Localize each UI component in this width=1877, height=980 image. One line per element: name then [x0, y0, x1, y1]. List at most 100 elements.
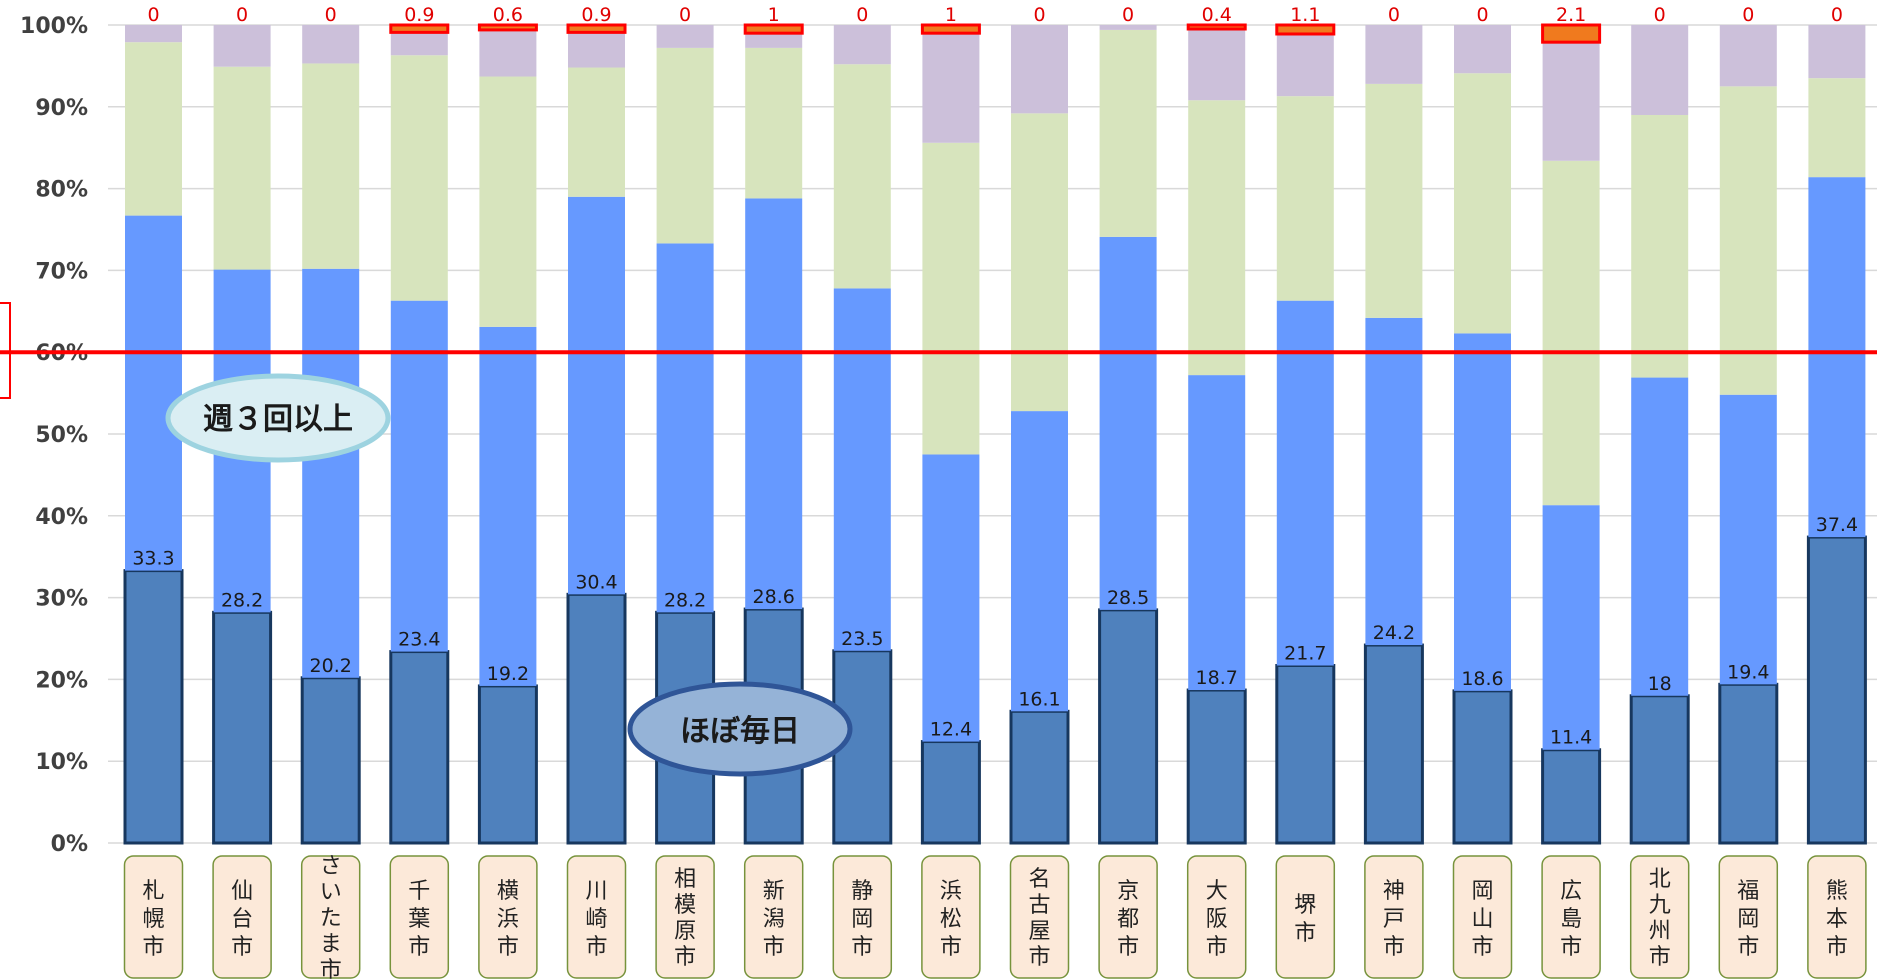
bar-segment: [302, 63, 360, 269]
bar-segment-daily: [1186, 688, 1247, 845]
y-tick-label: 90%: [35, 96, 88, 121]
bar-segment: [1719, 394, 1777, 685]
data-label-daily: 28.2: [221, 589, 263, 611]
bar-segment: [656, 25, 714, 48]
bar-segment: [390, 300, 448, 652]
value-labels-layer: 33.3 0 28.2 0 20.2 0 23.4 0.9 19.2 0.6 30.4 0.9 28.2…: [132, 4, 1858, 749]
bar-segment-daily: [300, 676, 361, 845]
bar-segment: [1454, 333, 1511, 691]
data-label-daily: 33.3: [132, 548, 174, 570]
category-box: [1629, 855, 1690, 979]
y-tick-label: 100%: [20, 14, 88, 39]
y-tick-label: 10%: [35, 750, 88, 775]
bar-segment: [1099, 29, 1157, 237]
data-label-top: 0: [1122, 4, 1134, 26]
bar-segment: [1188, 28, 1246, 101]
category-label: 相模原市: [674, 867, 696, 970]
data-label-top: 0.9: [404, 4, 434, 26]
data-label-daily: 16.1: [1018, 688, 1060, 710]
category-box: [478, 855, 538, 979]
bar-segment: [125, 25, 182, 43]
category-box: [300, 855, 361, 979]
bar-segment: [479, 29, 537, 77]
category-label: 広島市: [1560, 879, 1582, 960]
bar-segment-top: [1186, 23, 1247, 31]
bar-segment: [833, 25, 891, 65]
bar-segment: [568, 196, 625, 595]
bar-segment: [1276, 33, 1334, 97]
bar-segment: [568, 32, 625, 68]
category-label: 川崎市: [585, 879, 607, 960]
bar-segment: [1454, 73, 1511, 334]
data-label-top: 0: [1654, 4, 1666, 26]
category-box: [1275, 855, 1336, 979]
bar-segment-top: [1541, 23, 1602, 44]
y-tick-label: 30%: [35, 587, 88, 612]
bar-segment-daily: [477, 684, 538, 845]
bar-segment: [1631, 377, 1689, 696]
bar-segment: [745, 33, 803, 48]
category-label: 神戸市: [1383, 879, 1405, 960]
y-axis: 0%10%20%30%40%50%60%70%80%90%100%: [20, 14, 88, 857]
bar-segment-top: [743, 23, 804, 35]
data-label-top: 0: [1388, 4, 1400, 26]
bar-segment: [1631, 114, 1689, 378]
bar-segment-daily: [1541, 748, 1602, 845]
bar-segment: [479, 76, 537, 327]
data-label-top: 0: [1033, 4, 1045, 26]
bar-segment-daily: [920, 740, 981, 845]
bar-segment: [656, 47, 714, 244]
data-label-daily: 30.4: [575, 571, 617, 593]
category-label: 熊本市: [1826, 879, 1848, 960]
data-label-daily: 28.5: [1107, 587, 1149, 609]
data-label-daily: 37.4: [1816, 514, 1858, 536]
bar-segment: [745, 47, 803, 199]
category-box: [1364, 855, 1424, 979]
category-box: [921, 855, 981, 979]
data-label-top: 0: [1742, 4, 1754, 26]
bar-segment: [1365, 83, 1423, 318]
category-box: [123, 855, 184, 979]
bar-segment: [833, 64, 891, 289]
bar-segment: [1011, 25, 1068, 114]
data-label-daily: 18.6: [1461, 668, 1503, 690]
data-label-daily: 12.4: [930, 719, 972, 741]
bar-segment-top: [1275, 23, 1336, 36]
category-box: [1718, 855, 1779, 979]
bar-segment-daily: [1275, 663, 1336, 845]
bar-segment-daily: [566, 592, 627, 845]
category-label: 大阪市: [1206, 879, 1228, 960]
data-label-daily: 18.7: [1196, 667, 1238, 689]
bar-segment: [1099, 25, 1157, 30]
data-label-daily: 20.2: [310, 655, 352, 677]
y-tick-label: 40%: [35, 505, 88, 530]
y-tick-label: 0%: [51, 832, 88, 857]
category-label: 静岡市: [851, 879, 873, 960]
category-label: 福岡市: [1737, 879, 1759, 960]
bar-segment: [1011, 113, 1068, 412]
bar-segment: [1542, 505, 1600, 750]
bar-segment: [1542, 42, 1600, 161]
annotation-daily: ほぼ毎日: [680, 714, 800, 749]
category-axis: 札幌市 仙台市 さいたま市 千葉市 横浜市 川崎市 相模原市 新潟市 静岡市 浜松市 名古屋市 京都市…: [123, 854, 1867, 980]
data-label-top: 0.9: [581, 4, 611, 26]
bar-segment: [922, 454, 980, 742]
bar-segment-top: [920, 23, 981, 35]
bar-segment: [1719, 25, 1777, 87]
bar-segment: [1099, 236, 1157, 610]
data-label-top: 0: [856, 4, 868, 26]
category-box: [743, 855, 804, 979]
bar-segment-daily: [1806, 535, 1867, 845]
reference-line-layer: [0, 302, 1877, 399]
data-label-top: 1: [768, 4, 780, 26]
bar-segment-daily: [212, 610, 273, 845]
bar-segment-daily: [1009, 709, 1070, 845]
data-label-top: 2.1: [1556, 4, 1586, 26]
category-label: 堺市: [1294, 893, 1316, 946]
category-box: [1541, 855, 1601, 979]
bar-segment: [1276, 300, 1334, 666]
category-box: [1186, 855, 1247, 979]
data-label-top: 0: [1476, 4, 1488, 26]
bar-segment-daily: [1452, 689, 1513, 845]
